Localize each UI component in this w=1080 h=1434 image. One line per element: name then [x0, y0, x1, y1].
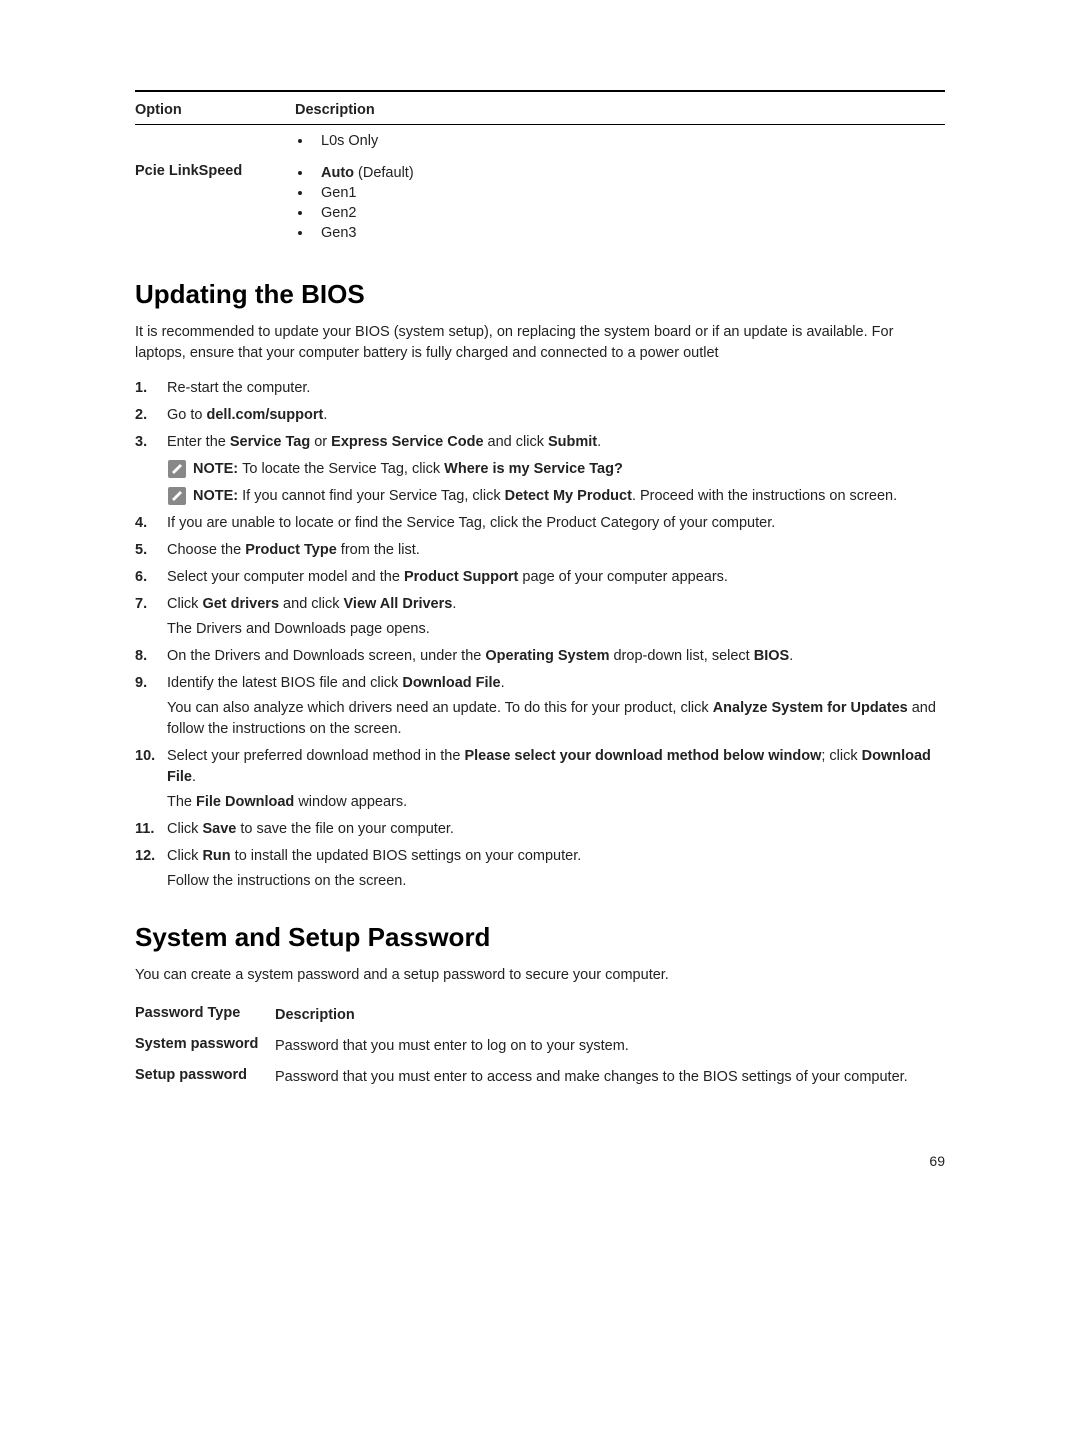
step-item: Select your computer model and the Produ…: [135, 567, 945, 588]
password-header-type: Password Type: [135, 1005, 275, 1021]
password-header-row: Password Type Description: [135, 1000, 945, 1031]
step-subtext: The File Download window appears.: [167, 792, 945, 813]
note-block: NOTE: If you cannot find your Service Ta…: [167, 486, 945, 507]
intro-paragraph: You can create a system password and a s…: [135, 965, 945, 986]
bullet-item: Gen2: [313, 203, 945, 223]
intro-paragraph: It is recommended to update your BIOS (s…: [135, 322, 945, 364]
description-cell: Auto (Default) Gen1 Gen2 Gen3: [295, 163, 945, 243]
header-option: Option: [135, 102, 295, 118]
step-subtext: You can also analyze which drivers need …: [167, 698, 945, 740]
step-item: Click Get drivers and click View All Dri…: [135, 594, 945, 640]
page-number: 69: [135, 1153, 945, 1169]
step-item: Click Save to save the file on your comp…: [135, 819, 945, 840]
heading-updating-bios: Updating the BIOS: [135, 279, 945, 310]
password-table: Password Type Description System passwor…: [135, 1000, 945, 1093]
step-subtext: Follow the instructions on the screen.: [167, 871, 945, 892]
step-item: Re-start the computer.: [135, 378, 945, 399]
bullet-item: Gen1: [313, 183, 945, 203]
note-block: NOTE: To locate the Service Tag, click W…: [167, 459, 945, 480]
password-row: Setup password Password that you must en…: [135, 1062, 945, 1093]
password-header-desc: Description: [275, 1005, 945, 1026]
document-page: Option Description L0s Only Pcie LinkSpe…: [0, 0, 1080, 1229]
step-item: On the Drivers and Downloads screen, und…: [135, 646, 945, 667]
table-row: Pcie LinkSpeed Auto (Default) Gen1 Gen2 …: [135, 157, 945, 249]
step-item: Enter the Service Tag or Express Service…: [135, 432, 945, 507]
header-description: Description: [295, 102, 945, 118]
table-row: L0s Only: [135, 125, 945, 157]
step-item: Go to dell.com/support.: [135, 405, 945, 426]
password-label-system: System password: [135, 1036, 275, 1052]
step-item: Click Run to install the updated BIOS se…: [135, 846, 945, 892]
option-cell-empty: [135, 131, 295, 151]
step-item: If you are unable to locate or find the …: [135, 513, 945, 534]
note-pencil-icon: [167, 486, 187, 506]
step-item: Choose the Product Type from the list.: [135, 540, 945, 561]
password-label-setup: Setup password: [135, 1067, 275, 1083]
note-text: NOTE: To locate the Service Tag, click W…: [193, 459, 945, 480]
option-cell-pcie: Pcie LinkSpeed: [135, 163, 295, 243]
step-item: Select your preferred download method in…: [135, 746, 945, 813]
note-pencil-icon: [167, 459, 187, 479]
bullet-item: Auto (Default): [313, 163, 945, 183]
steps-list: Re-start the computer. Go to dell.com/su…: [135, 378, 945, 892]
heading-system-setup-password: System and Setup Password: [135, 922, 945, 953]
table-header-row: Option Description: [135, 96, 945, 125]
bullet-item: L0s Only: [313, 131, 945, 151]
description-cell: L0s Only: [295, 131, 945, 151]
step-item: Identify the latest BIOS file and click …: [135, 673, 945, 740]
password-desc: Password that you must enter to access a…: [275, 1067, 945, 1088]
bullet-item: Gen3: [313, 223, 945, 243]
password-row: System password Password that you must e…: [135, 1031, 945, 1062]
note-text: NOTE: If you cannot find your Service Ta…: [193, 486, 945, 507]
table-top-rule: [135, 90, 945, 92]
password-desc: Password that you must enter to log on t…: [275, 1036, 945, 1057]
step-subtext: The Drivers and Downloads page opens.: [167, 619, 945, 640]
